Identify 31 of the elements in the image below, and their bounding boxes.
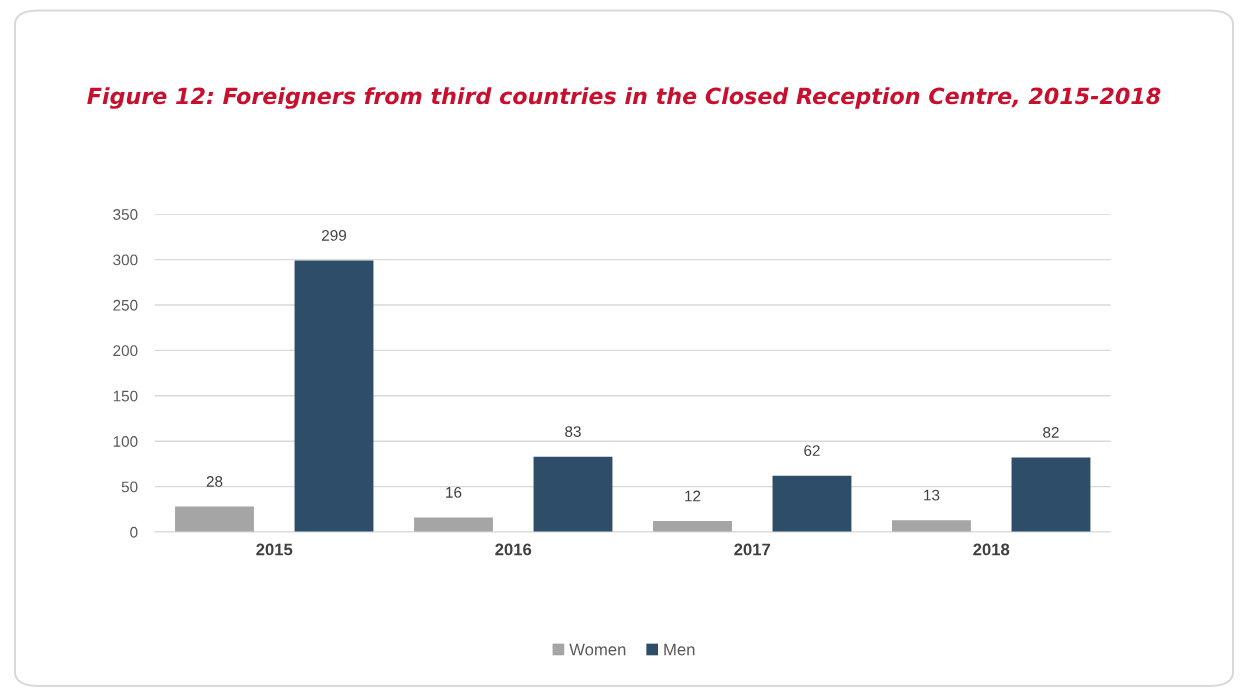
y-tick-label: 300 [113,254,138,266]
y-tick-label: 50 [121,481,138,493]
y-tick-label: 100 [113,436,138,447]
x-tick-label: 2017 [734,543,771,556]
bar [175,506,254,532]
bar [772,475,852,532]
y-tick-label: 200 [113,345,138,357]
x-tick-label: 2018 [973,543,1010,556]
data-label: 83 [565,426,581,437]
data-label: 16 [446,486,462,498]
y-tick-label: 0 [130,526,138,538]
bar [414,517,493,532]
data-label: 13 [924,489,940,501]
data-label: 62 [804,445,820,457]
y-tick-label: 150 [113,390,138,402]
legend-label: Women [569,643,626,656]
bar [533,456,613,532]
bar [892,520,971,532]
legend-label: Men [664,643,695,656]
bar [1011,457,1091,532]
y-tick-label: 350 [113,209,138,220]
chart-title: Figure 12: Foreigners from third countries in the Closed Reception Centre, 2015-2018 [87,87,1161,109]
data-label: 28 [206,476,223,487]
x-tick-label: 2016 [495,543,532,556]
y-tick-label: 250 [113,299,138,311]
bar [294,260,374,532]
data-label: 12 [685,490,701,502]
bar [653,521,732,532]
data-label: 82 [1043,427,1059,438]
data-label: 299 [322,230,347,241]
x-tick-label: 2015 [256,543,293,556]
